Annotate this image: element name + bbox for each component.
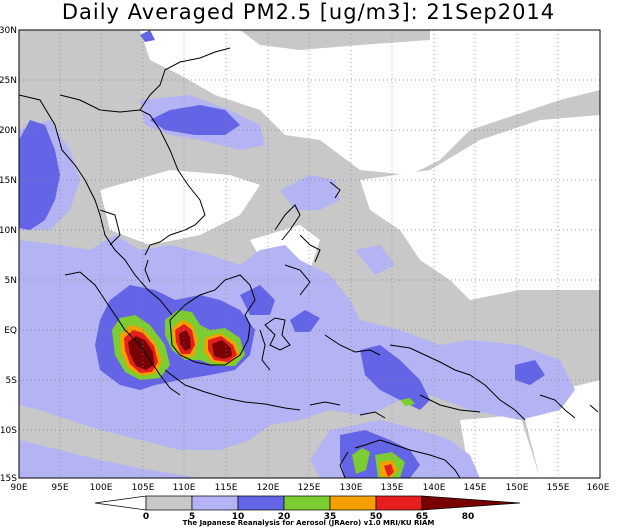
colorbar-segment xyxy=(94,495,147,511)
colorbar-segment xyxy=(375,495,423,511)
lat-label: 20N xyxy=(0,126,17,136)
lon-label: 140E xyxy=(423,483,446,493)
lon-label: 120E xyxy=(257,483,280,493)
colorbar-tick-label: 20 xyxy=(278,512,291,522)
colorbar-segment xyxy=(421,495,521,511)
colorbar: 0 5 10 20 35 50 65 80 xyxy=(94,495,521,522)
lon-label: 95E xyxy=(51,483,68,493)
lon-label: 110E xyxy=(173,483,196,493)
colorbar-segment xyxy=(237,495,285,511)
lon-label: 145E xyxy=(464,483,487,493)
lon-label: 125E xyxy=(298,483,321,493)
lat-label: 5S xyxy=(6,376,18,386)
lat-label: 10S xyxy=(0,426,17,436)
lat-labels: 30N 25N 20N 15N 10N 5N EQ 5S 10S 15S xyxy=(0,26,17,484)
colorbar-tick-label: 0 xyxy=(143,512,149,522)
lat-label: 10N xyxy=(0,226,17,236)
colorbar-tick-label: 10 xyxy=(232,512,245,522)
credit-line: The Japanese Reanalysis for Aerosol (JRA… xyxy=(182,519,435,527)
map-title: Daily Averaged PM2.5 [ug/m3]: 21Sep2014 xyxy=(61,0,556,24)
colorbar-segment xyxy=(329,495,377,511)
colorbar-segment xyxy=(145,495,193,511)
lon-label: 115E xyxy=(215,483,238,493)
lat-label: EQ xyxy=(4,326,17,336)
colorbar-tick-label: 65 xyxy=(416,512,429,522)
lon-label: 135E xyxy=(381,483,404,493)
lon-label: 155E xyxy=(547,483,570,493)
pm25-field xyxy=(19,30,600,478)
lat-label: 25N xyxy=(0,76,17,86)
colorbar-tick-label: 5 xyxy=(189,512,195,522)
lon-labels: 90E 95E 100E 105E 110E 115E 120E 125E 13… xyxy=(10,483,609,493)
lat-label: 30N xyxy=(0,26,17,36)
lat-label: 15S xyxy=(0,474,17,484)
colorbar-tick-label: 35 xyxy=(324,512,337,522)
colorbar-segment xyxy=(283,495,331,511)
colorbar-tick-label: 80 xyxy=(462,512,475,522)
lat-label: 5N xyxy=(5,276,17,286)
lon-label: 105E xyxy=(132,483,155,493)
lon-label: 150E xyxy=(506,483,529,493)
lat-label: 15N xyxy=(0,176,17,186)
lon-label: 160E xyxy=(587,483,610,493)
map-frame xyxy=(18,29,601,479)
colorbar-segment xyxy=(191,495,239,511)
colorbar-tick-label: 50 xyxy=(370,512,383,522)
lon-label: 90E xyxy=(10,483,27,493)
lon-label: 100E xyxy=(90,483,113,493)
lon-label: 130E xyxy=(340,483,363,493)
